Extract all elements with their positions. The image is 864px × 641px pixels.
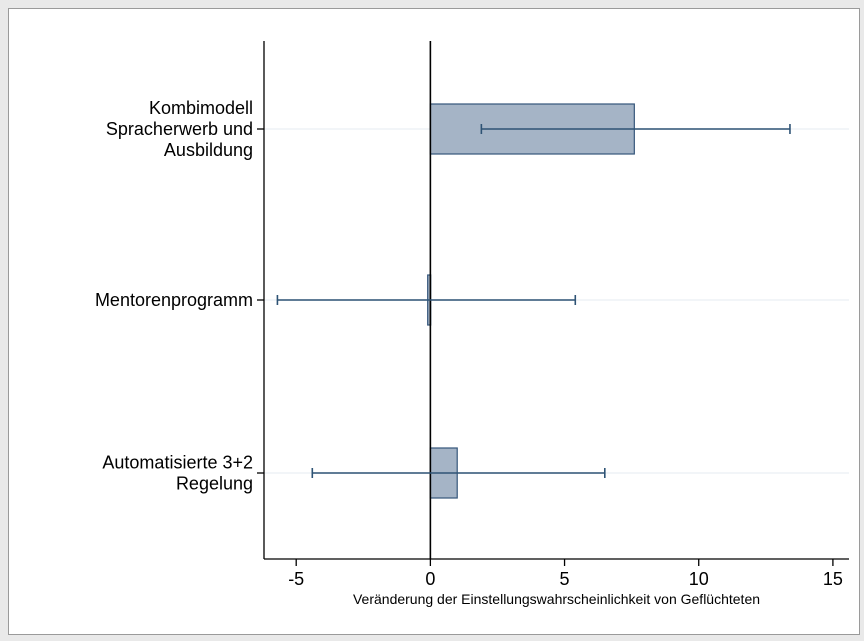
error-bar-1 <box>276 295 577 305</box>
bars <box>427 103 635 499</box>
coefficient-bar-chart: -5 0 5 10 15 Kombimodell Spracherwerb und Ausb… <box>95 41 849 607</box>
category-labels: Kombimodell Spracherwerb und Ausbildung Men… <box>95 98 264 494</box>
chart-frame: -5 0 5 10 15 Kombimodell Spracherwerb und Ausb… <box>8 8 860 635</box>
category-label-line: Ausbildung <box>164 140 253 160</box>
x-axis-title: Veränderung der Einstellungswahrscheinli… <box>353 591 760 607</box>
x-tick-label-1: 0 <box>425 569 435 589</box>
category-label-0: Kombimodell Spracherwerb und Ausbildung <box>106 98 253 160</box>
gridlines <box>264 128 849 474</box>
error-bar-0 <box>480 124 791 134</box>
category-label-2: Automatisierte 3+2 Regelung <box>102 453 253 494</box>
category-label-1: Mentorenprogramm <box>95 290 253 310</box>
category-label-line: Spracherwerb und <box>106 119 253 139</box>
category-label-line: Kombimodell <box>149 98 253 118</box>
error-bar-2 <box>311 468 606 478</box>
error-bars <box>276 124 791 478</box>
x-tick-label-4: 15 <box>823 569 843 589</box>
x-tick-label-3: 10 <box>689 569 709 589</box>
category-label-line: Regelung <box>176 474 253 494</box>
x-tick-label-0: -5 <box>288 569 304 589</box>
x-tick-label-2: 5 <box>560 569 570 589</box>
category-label-line: Automatisierte 3+2 <box>102 453 253 473</box>
x-axis-ticks: -5 0 5 10 15 <box>288 559 843 589</box>
category-label-line: Mentorenprogramm <box>95 290 253 310</box>
